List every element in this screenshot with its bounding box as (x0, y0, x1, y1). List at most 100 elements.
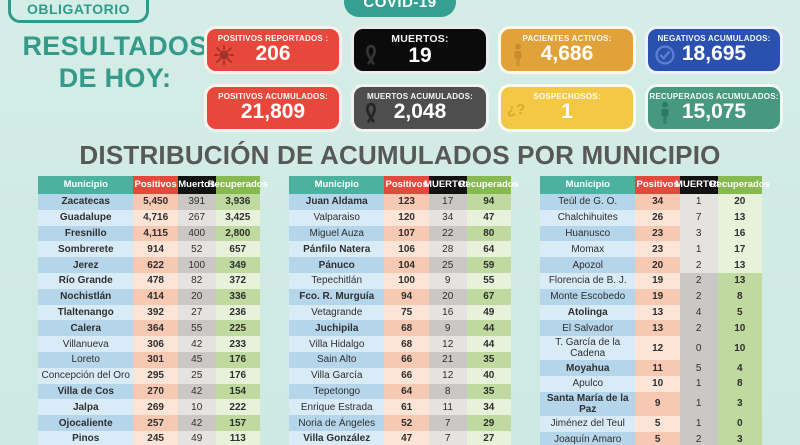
municipio-name: Jalpa (38, 399, 134, 416)
card-label-recuperados-acumulados: RECUPERADOS ACUMULADOS: (649, 92, 779, 102)
mue-value: 7 (679, 209, 718, 226)
municipio-name: Chalchihuites (540, 209, 636, 226)
table-row: Pinos 245 49 113 (38, 430, 260, 445)
rec-value: 49 (466, 304, 511, 321)
mue-value: 34 (428, 209, 467, 226)
ribbon-icon (360, 101, 382, 125)
rec-value: 44 (466, 336, 511, 352)
pos-value: 5 (635, 431, 680, 445)
person-icon (654, 101, 676, 125)
rec-value: 3 (717, 391, 762, 416)
mue-value: 42 (177, 336, 216, 352)
card-value-recuperados-acumulados: 15,075 (681, 100, 747, 124)
pos-value: 68 (384, 320, 429, 337)
rec-value: 80 (466, 225, 511, 242)
municipio-tables: Municipio Positivos Muertos Recuperados Zaca… (38, 176, 770, 445)
card-label-negativos-acumulados: NEGATIVOS ACUMULADOS: (657, 34, 771, 44)
pos-value: 47 (384, 430, 429, 445)
mue-value: 7 (428, 415, 467, 431)
table-row: Apozol 20 2 13 (540, 257, 762, 273)
pos-value: 245 (133, 430, 178, 445)
card-value-sospechosos: 1 (561, 100, 573, 124)
results-title-line1: RESULTADOS (22, 31, 208, 61)
municipio-name: Teúl de G. O. (540, 194, 636, 210)
stat-card-sospechosos: ¿? SOSPECHOSOS: 1 (498, 84, 636, 132)
table-row: Juchipila 68 9 44 (289, 320, 511, 337)
mue-value: 20 (428, 288, 467, 305)
mue-value: 1 (679, 194, 718, 210)
pos-value: 5 (635, 415, 680, 432)
rec-value: 3 (717, 431, 762, 445)
mue-value: 1 (679, 241, 718, 258)
card-label-muertos-acumulados: MUERTOS ACUMULADOS: (366, 92, 474, 102)
table-header-row: Municipio Positivos Muertos Recuperados (38, 176, 268, 194)
results-title-line2: DE HOY: (58, 63, 172, 94)
rec-value: 44 (466, 320, 511, 337)
mue-value: 10 (177, 399, 216, 416)
mue-value: 1 (679, 391, 718, 416)
rec-value: 16 (717, 225, 762, 242)
table-row: Concepción del Oro 295 25 176 (38, 367, 260, 384)
table-row: Fresnillo 4,115 400 2,800 (38, 225, 260, 242)
pos-value: 12 (635, 336, 680, 361)
table-row: Villa de Cos 270 42 154 (38, 383, 260, 400)
rec-value: 27 (466, 430, 511, 445)
table-row: Loreto 301 45 176 (38, 351, 260, 368)
table-header-row: Municipio Positivos MUERTOS Recuperados (289, 176, 519, 194)
municipio-name: Valparaiso (289, 209, 385, 226)
municipio-name: Momax (540, 241, 636, 258)
mue-value: 45 (177, 351, 216, 368)
covid19-badge: COVID-19 (344, 0, 456, 17)
municipio-name: Juan Aldama (289, 194, 385, 210)
pos-value: 301 (133, 351, 178, 368)
pos-value: 270 (133, 383, 178, 400)
municipio-name: Apulco (540, 375, 636, 392)
rec-value: 35 (466, 351, 511, 368)
rec-value: 5 (717, 304, 762, 321)
mue-value: 0 (679, 336, 718, 361)
rec-value: 64 (466, 241, 511, 258)
mue-value: 267 (177, 209, 216, 226)
card-label-muertos: MUERTOS: (391, 32, 449, 45)
rec-value: 176 (215, 351, 260, 368)
pos-value: 392 (133, 304, 178, 321)
mue-value: 1 (679, 415, 718, 432)
table-row: Tlaltenango 392 27 236 (38, 304, 260, 321)
mue-value: 2 (679, 257, 718, 273)
municipio-name: Pinos (38, 430, 134, 445)
municipio-name: Villa de Cos (38, 383, 134, 400)
municipio-name: Tepetongo (289, 383, 385, 400)
mue-value: 8 (428, 383, 467, 400)
mue-value: 52 (177, 241, 216, 258)
municipio-table-2: Municipio Positivos MUERTOS Recuperados Juan… (289, 176, 519, 445)
table-row: Noria de Ángeles 52 7 29 (289, 415, 511, 431)
pos-value: 13 (635, 320, 680, 337)
table-row: Villa Hidalgo 68 12 44 (289, 336, 511, 352)
col-header-pos: Positivos (384, 176, 429, 194)
virus-icon (213, 43, 235, 67)
person-icon (507, 43, 529, 67)
ribbon-icon (360, 43, 382, 67)
table-row: Fco. R. Murguía 94 20 67 (289, 288, 511, 305)
mue-value: 20 (177, 288, 216, 305)
table-row: Florencia de B. J. 19 2 13 (540, 272, 762, 289)
mue-value: 16 (428, 304, 467, 321)
mue-value: 21 (428, 351, 467, 368)
card-label-positivos-reportados: POSITIVOS REPORTADOS : (217, 34, 329, 44)
mue-value: 42 (177, 415, 216, 431)
table-row: Santa María de la Paz 9 1 3 (540, 391, 762, 416)
municipio-name: Florencia de B. J. (540, 272, 636, 289)
municipio-name: Villa Hidalgo (289, 336, 385, 352)
rec-value: 13 (717, 272, 762, 289)
rec-value: 336 (215, 288, 260, 305)
municipio-name: Huanusco (540, 225, 636, 242)
mue-value: 17 (428, 194, 467, 210)
rec-value: 0 (717, 415, 762, 432)
table-row: Guadalupe 4,716 267 3,425 (38, 209, 260, 226)
table-row: Valparaiso 120 34 47 (289, 209, 511, 226)
municipio-name: T. García de la Cadena (540, 336, 636, 361)
rec-value: 34 (466, 399, 511, 416)
municipio-name: Tepechitlán (289, 272, 385, 289)
table-row: Joaquín Amaro 5 2 3 (540, 431, 762, 445)
rec-value: 13 (717, 209, 762, 226)
